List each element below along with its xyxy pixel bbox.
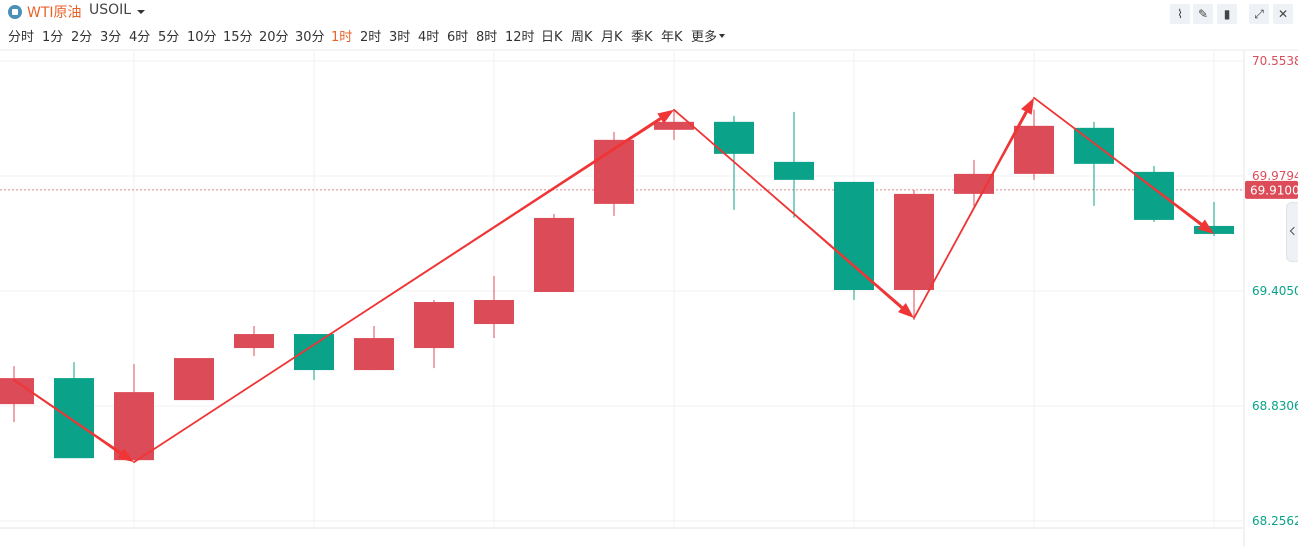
candle-body (654, 121, 694, 130)
period-tab[interactable]: 4分 (129, 30, 151, 45)
candle-body (474, 300, 514, 325)
candle-body (774, 161, 814, 180)
candle-body (414, 302, 454, 349)
period-tab[interactable]: 10分 (187, 30, 217, 45)
trend-arrowhead (1197, 219, 1214, 234)
symbol-name[interactable]: WTI原油 (27, 5, 82, 21)
period-tab[interactable]: 周K (571, 30, 593, 45)
period-tab[interactable]: 4时 (418, 30, 440, 45)
line-tool-icon[interactable]: ⌇ (1170, 4, 1190, 24)
candle-type-icon[interactable]: ▮ (1217, 4, 1237, 24)
period-tab[interactable]: 15分 (223, 30, 253, 45)
symbol-code[interactable]: USOIL (89, 2, 132, 18)
period-tab[interactable]: 分时 (8, 30, 35, 45)
y-tick-label: 69.4050 (1252, 284, 1298, 298)
pen-icon[interactable]: ✎ (1193, 4, 1213, 24)
period-tab[interactable]: 6时 (447, 30, 469, 45)
period-tab[interactable]: 年K (661, 30, 683, 45)
candle-body (894, 193, 934, 290)
period-tab[interactable]: 季K (631, 30, 653, 45)
period-tab[interactable]: 日K (541, 30, 563, 45)
collapse-panel-icon[interactable] (1286, 202, 1298, 262)
period-tab[interactable]: 8时 (476, 30, 498, 45)
candle-body (1134, 171, 1174, 220)
trend-arrow-line (913, 110, 1028, 319)
period-tab[interactable]: 5分 (158, 30, 180, 45)
candle-body (834, 181, 874, 290)
period-tab[interactable]: 2时 (360, 30, 382, 45)
period-tab[interactable]: 3分 (100, 30, 122, 45)
period-tab[interactable]: 1时 (331, 30, 353, 45)
more-chevron-down-icon[interactable] (719, 34, 725, 38)
period-tab[interactable]: 月K (601, 30, 623, 45)
trend-arrow-line (1033, 96, 1203, 226)
current-price-label: 69.9100 (1250, 183, 1298, 197)
period-tab[interactable]: 更多 (691, 30, 718, 45)
trend-arrowhead (117, 448, 134, 463)
candle-body (354, 338, 394, 371)
candle-body (1014, 125, 1054, 174)
period-tab[interactable]: 20分 (259, 30, 289, 45)
trend-arrow-line (673, 108, 903, 309)
symbol-icon (8, 5, 22, 19)
trend-arrow-line (133, 117, 662, 464)
expand-icon[interactable]: ⤢ (1249, 4, 1269, 24)
trend-arrowhead (1021, 97, 1034, 115)
period-tab[interactable]: 3时 (389, 30, 411, 45)
candle-body (1194, 225, 1234, 234)
y-tick-label: 70.5538 (1252, 54, 1298, 68)
period-tab[interactable]: 1分 (42, 30, 64, 45)
y-tick-label: 69.9794 (1252, 169, 1298, 183)
candle-body (114, 392, 154, 461)
symbol-dropdown-icon[interactable] (137, 10, 145, 14)
y-tick-label: 68.8306 (1252, 399, 1298, 413)
trend-arrow-line (12, 379, 122, 455)
chart-header: WTI原油 USOIL ⌇ ✎ ▮ ⤢ ✕ (0, 0, 1298, 24)
period-tab[interactable]: 12时 (505, 30, 535, 45)
period-tab[interactable]: 2分 (71, 30, 93, 45)
period-tab[interactable]: 30分 (295, 30, 325, 45)
candle-body (714, 121, 754, 154)
candle-body (234, 334, 274, 349)
candle-body (534, 217, 574, 293)
close-icon[interactable]: ✕ (1273, 4, 1293, 24)
candle-body (54, 378, 94, 459)
trend-arrowhead (657, 109, 674, 124)
y-tick-label: 68.2562 (1252, 514, 1298, 528)
candle-body (294, 334, 334, 371)
trend-arrowhead (897, 303, 914, 319)
current-price-tag (1245, 180, 1298, 199)
candle-body (174, 358, 214, 401)
